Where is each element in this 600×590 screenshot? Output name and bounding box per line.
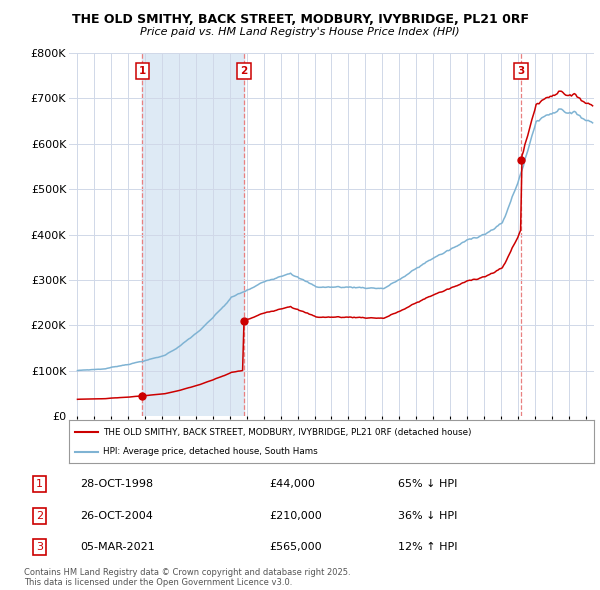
Text: £44,000: £44,000 [269,479,316,489]
Text: £565,000: £565,000 [269,542,322,552]
Text: 2: 2 [36,511,43,520]
Text: 3: 3 [517,66,524,76]
Text: £210,000: £210,000 [269,511,322,520]
Text: Price paid vs. HM Land Registry's House Price Index (HPI): Price paid vs. HM Land Registry's House … [140,27,460,37]
Text: Contains HM Land Registry data © Crown copyright and database right 2025.
This d: Contains HM Land Registry data © Crown c… [24,568,350,587]
Text: HPI: Average price, detached house, South Hams: HPI: Average price, detached house, Sout… [103,447,318,457]
Text: THE OLD SMITHY, BACK STREET, MODBURY, IVYBRIDGE, PL21 0RF: THE OLD SMITHY, BACK STREET, MODBURY, IV… [71,13,529,26]
Bar [142,53,244,416]
Text: 36% ↓ HPI: 36% ↓ HPI [398,511,457,520]
Text: 05-MAR-2021: 05-MAR-2021 [80,542,155,552]
Text: 2: 2 [240,66,247,76]
Text: 1: 1 [139,66,146,76]
Text: 1: 1 [36,479,43,489]
Text: 28-OCT-1998: 28-OCT-1998 [80,479,153,489]
Text: 26-OCT-2004: 26-OCT-2004 [80,511,152,520]
Text: 3: 3 [36,542,43,552]
Text: 65% ↓ HPI: 65% ↓ HPI [398,479,457,489]
Text: 12% ↑ HPI: 12% ↑ HPI [398,542,457,552]
Text: THE OLD SMITHY, BACK STREET, MODBURY, IVYBRIDGE, PL21 0RF (detached house): THE OLD SMITHY, BACK STREET, MODBURY, IV… [103,428,472,437]
